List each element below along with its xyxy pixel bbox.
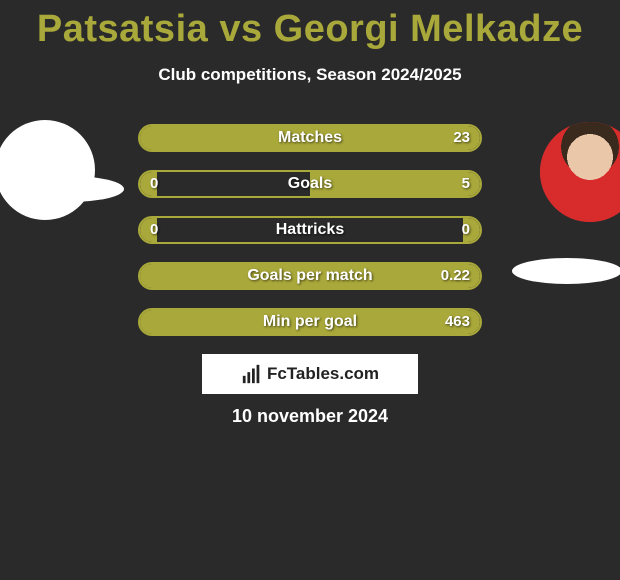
stat-bar: Matches23 — [138, 124, 482, 152]
fctables-logo: FcTables.com — [202, 354, 418, 394]
stat-bars: Matches230Goals50Hattricks0Goals per mat… — [138, 124, 482, 354]
bar-value-right: 463 — [435, 310, 480, 334]
bar-label: Matches — [140, 126, 480, 150]
stat-bar: 0Goals5 — [138, 170, 482, 198]
stat-bar: Min per goal463 — [138, 308, 482, 336]
logo-text: FcTables.com — [267, 364, 379, 384]
stat-bar: 0Hattricks0 — [138, 216, 482, 244]
bars-chart-icon — [241, 363, 263, 385]
bar-value-right: 23 — [443, 126, 480, 150]
date-text: 10 november 2024 — [0, 406, 620, 427]
stat-bar: Goals per match0.22 — [138, 262, 482, 290]
bar-label: Min per goal — [140, 310, 480, 334]
page-title: Patsatsia vs Georgi Melkadze — [0, 0, 620, 51]
player-right-shadow — [512, 258, 620, 284]
bar-label: Goals per match — [140, 264, 480, 288]
page-subtitle: Club competitions, Season 2024/2025 — [0, 65, 620, 85]
bar-value-right: 0.22 — [431, 264, 480, 288]
player-left-shadow — [14, 176, 124, 202]
bar-value-right: 5 — [452, 172, 480, 196]
bar-value-right: 0 — [452, 218, 480, 242]
player-left-avatar — [0, 120, 95, 220]
bar-label: Goals — [140, 172, 480, 196]
player-right-avatar — [540, 122, 620, 222]
bar-label: Hattricks — [140, 218, 480, 242]
player-right-face — [540, 122, 620, 222]
